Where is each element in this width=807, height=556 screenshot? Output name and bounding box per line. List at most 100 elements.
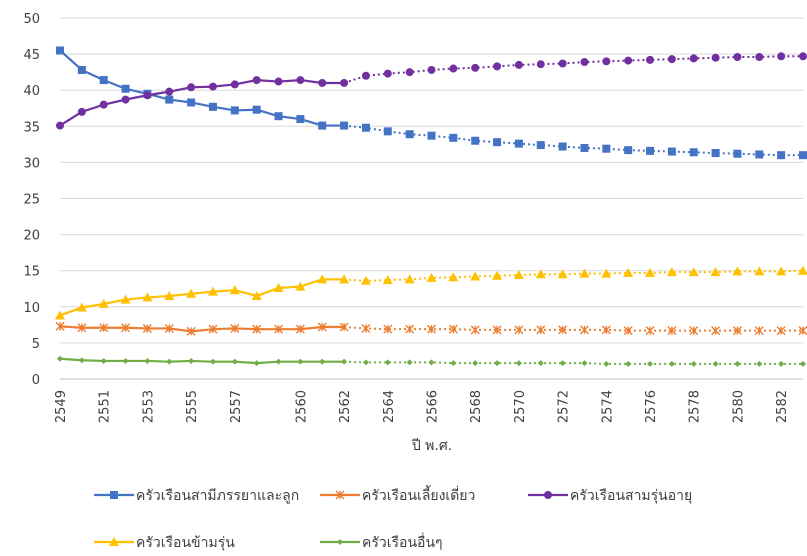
data-point	[295, 281, 306, 291]
series-line-projection	[343, 124, 803, 157]
data-point	[319, 358, 326, 365]
y-tick-label: 20	[23, 229, 40, 244]
data-point	[581, 360, 588, 367]
data-point	[755, 150, 764, 159]
data-point	[120, 294, 131, 304]
data-point	[121, 95, 130, 104]
data-point	[580, 143, 589, 152]
data-point	[274, 112, 283, 121]
data-point	[340, 121, 349, 130]
data-point	[297, 358, 304, 365]
data-point	[166, 358, 173, 365]
x-axis-ticks: 2549 2551 2553 2555 2557 2560 2562 2564 2566 2568…	[54, 390, 790, 423]
series-line	[59, 278, 345, 317]
data-point	[579, 268, 590, 278]
data-point	[536, 325, 546, 335]
data-point	[579, 325, 589, 335]
data-point	[470, 271, 481, 281]
data-point	[557, 269, 568, 279]
data-point	[624, 146, 633, 155]
data-point	[340, 78, 349, 87]
data-point	[602, 144, 611, 153]
data-point	[383, 127, 392, 136]
data-point	[317, 322, 327, 332]
data-point	[98, 298, 109, 308]
data-point	[427, 131, 436, 140]
data-point	[449, 64, 458, 73]
data-point	[144, 357, 151, 364]
data-point	[318, 78, 327, 87]
data-point	[164, 290, 175, 300]
x-tick-label: 2560	[294, 390, 309, 423]
data-point	[624, 56, 633, 65]
data-point	[602, 57, 611, 66]
data-point	[317, 274, 328, 284]
legend-label: ครัวเรือนสามีภรรยาและลูก	[136, 488, 299, 504]
data-point	[251, 290, 262, 300]
y-tick-label: 25	[23, 193, 40, 208]
data-point	[558, 142, 567, 151]
y-tick-label: 15	[23, 265, 40, 280]
y-tick-label: 0	[32, 373, 40, 388]
y-tick-label: 50	[23, 12, 40, 27]
data-point	[448, 324, 458, 334]
data-point	[732, 326, 742, 336]
x-tick-label: 2562	[338, 390, 353, 423]
data-point	[798, 326, 807, 336]
data-point	[777, 151, 786, 160]
data-point	[427, 65, 436, 74]
data-point	[646, 146, 655, 155]
x-tick-label: 2551	[98, 390, 113, 423]
x-tick-label: 2553	[141, 390, 156, 423]
series-markers	[55, 46, 807, 367]
data-point	[798, 265, 807, 275]
data-point	[580, 58, 589, 67]
data-point	[382, 275, 393, 285]
data-point	[535, 269, 546, 279]
data-point	[229, 285, 240, 295]
legend: ครัวเรือนสามีภรรยาและลูก ครัวเรือนเลี้ยงเ…	[94, 485, 692, 551]
data-point	[99, 323, 109, 333]
data-point	[625, 360, 632, 367]
x-tick-label: 2568	[469, 390, 484, 423]
data-point	[776, 266, 787, 276]
x-axis-title: ปี พ.ศ.	[411, 438, 452, 454]
data-point	[55, 310, 65, 320]
data-point	[712, 360, 719, 367]
data-point	[142, 323, 152, 333]
data-point	[99, 76, 108, 85]
series-line-projection	[344, 269, 804, 282]
legend-label: ครัวเรือนสามรุ่นอายุ	[570, 488, 692, 504]
data-point	[778, 360, 785, 367]
data-point	[427, 324, 436, 334]
data-point	[121, 84, 130, 93]
x-tick-label: 2566	[426, 390, 441, 423]
data-point	[755, 52, 764, 61]
data-point	[711, 326, 721, 336]
data-point	[647, 360, 654, 367]
data-point	[623, 267, 634, 277]
data-point	[165, 87, 174, 96]
data-point	[188, 357, 195, 364]
data-point	[252, 324, 262, 334]
data-point	[689, 326, 699, 336]
data-point	[711, 53, 720, 62]
data-point	[756, 360, 763, 367]
data-point	[361, 323, 371, 333]
data-point	[341, 358, 348, 365]
data-point	[187, 98, 196, 107]
data-point	[428, 359, 435, 366]
data-point	[164, 323, 174, 333]
data-point	[515, 360, 522, 367]
data-point	[799, 52, 807, 61]
data-point	[274, 77, 283, 86]
data-point	[690, 360, 697, 367]
data-point	[99, 100, 108, 109]
data-point	[77, 65, 86, 74]
x-tick-label: 2555	[185, 390, 200, 423]
data-point	[57, 355, 63, 362]
data-point	[361, 71, 370, 80]
data-point	[405, 130, 414, 139]
data-point	[77, 107, 86, 116]
